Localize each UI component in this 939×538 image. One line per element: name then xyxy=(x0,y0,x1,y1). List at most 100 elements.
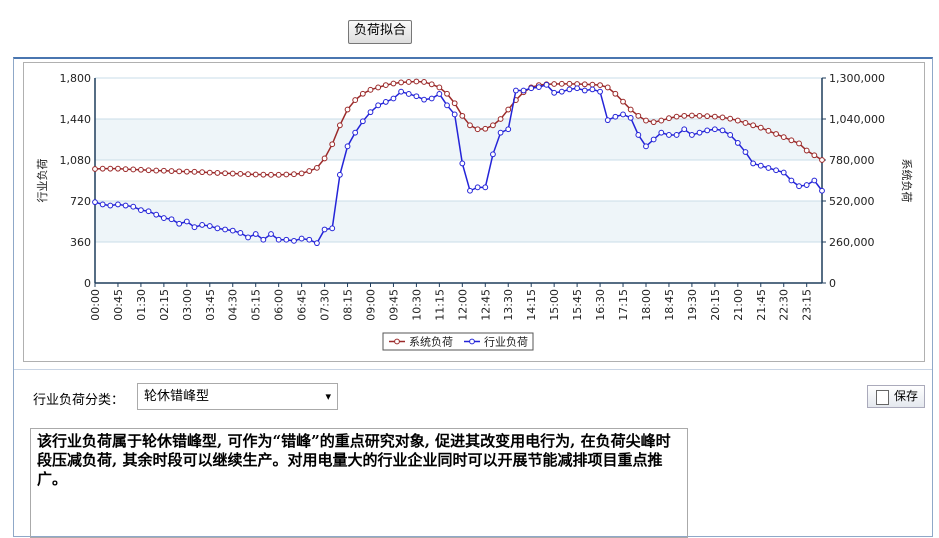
point xyxy=(138,207,144,214)
point xyxy=(344,143,351,150)
y2-axis-title: 系统负荷 xyxy=(900,159,914,203)
point xyxy=(99,165,106,172)
x-tick-label: 11:15 xyxy=(433,289,446,321)
point xyxy=(711,126,718,133)
x-tick-label: 18:45 xyxy=(663,289,676,321)
legend-label: 行业负荷 xyxy=(484,335,528,349)
point xyxy=(604,84,611,91)
point xyxy=(734,140,741,146)
point xyxy=(145,208,152,215)
point xyxy=(405,91,412,97)
point xyxy=(375,102,382,109)
point xyxy=(382,82,389,88)
point xyxy=(245,171,251,178)
point xyxy=(520,87,527,94)
x-tick-label: 03:45 xyxy=(204,289,217,321)
point xyxy=(620,111,626,118)
point xyxy=(581,81,588,88)
point xyxy=(344,106,351,113)
legend-label: 系统负荷 xyxy=(409,335,453,349)
point xyxy=(459,112,466,119)
point xyxy=(451,111,458,118)
point xyxy=(696,112,703,119)
category-select[interactable]: 轮休错峰型 xyxy=(137,383,338,410)
point xyxy=(153,211,160,218)
point xyxy=(214,225,221,232)
x-tick-label: 00:45 xyxy=(112,289,125,321)
fit-button[interactable]: 负荷拟合 xyxy=(348,20,413,44)
point xyxy=(742,149,749,155)
point xyxy=(811,177,818,184)
x-tick-label: 04:30 xyxy=(227,289,240,321)
point xyxy=(168,168,175,174)
point xyxy=(780,134,787,141)
point xyxy=(367,109,374,116)
point xyxy=(268,231,274,237)
point xyxy=(780,169,787,176)
point xyxy=(375,84,382,91)
point xyxy=(474,126,481,133)
point xyxy=(490,151,496,158)
x-tick-label: 21:00 xyxy=(732,289,745,321)
point xyxy=(390,80,397,87)
point xyxy=(321,155,328,162)
x-tick-label: 16:30 xyxy=(594,289,607,321)
x-tick-label: 09:00 xyxy=(364,289,377,321)
point xyxy=(160,167,167,174)
point xyxy=(183,168,190,175)
point xyxy=(612,113,619,120)
x-tick-label: 08:15 xyxy=(342,289,355,321)
point xyxy=(130,166,137,173)
point xyxy=(428,95,435,102)
category-label: 行业负荷分类： xyxy=(33,393,125,408)
point xyxy=(535,84,542,91)
x-tick-label: 03:00 xyxy=(181,289,194,321)
x-tick-label: 10:30 xyxy=(410,289,423,321)
y-tick-label: 360 xyxy=(70,236,91,249)
point xyxy=(352,129,359,136)
point xyxy=(122,202,129,209)
point xyxy=(359,90,366,97)
point xyxy=(237,229,244,236)
point xyxy=(635,132,642,138)
point xyxy=(459,160,466,167)
point xyxy=(566,86,573,93)
point xyxy=(444,90,450,97)
point xyxy=(314,240,320,247)
point xyxy=(421,96,427,103)
point xyxy=(336,122,343,129)
point xyxy=(413,93,420,100)
point xyxy=(727,115,734,122)
point xyxy=(122,166,129,173)
point xyxy=(704,127,711,134)
point xyxy=(260,236,267,243)
point xyxy=(183,218,190,225)
point xyxy=(298,170,305,177)
point xyxy=(206,169,213,176)
x-tick-label: 17:15 xyxy=(617,289,630,321)
point xyxy=(666,115,672,122)
point xyxy=(398,88,405,95)
point xyxy=(336,171,343,178)
point xyxy=(819,187,825,194)
point xyxy=(237,170,244,177)
save-button[interactable]: 保存 xyxy=(867,385,925,408)
point xyxy=(329,225,336,232)
x-tick-label: 18:00 xyxy=(640,289,653,321)
point xyxy=(283,236,290,243)
point xyxy=(206,223,213,229)
description[interactable]: 该行业负荷属于轮休错峰型, 可作为“错峰”的重点研究对象, 促进其改变用电行为,… xyxy=(30,428,688,538)
point xyxy=(199,169,206,176)
point xyxy=(275,171,282,178)
point xyxy=(627,106,634,113)
point xyxy=(505,106,512,113)
grid-band xyxy=(95,201,822,242)
point xyxy=(359,118,366,125)
x-tick-label: 12:00 xyxy=(456,289,469,321)
chart: 0 360 720 1,080 1,440 1,800 0 260,000 520,000 780… xyxy=(35,72,914,351)
point xyxy=(811,152,818,159)
point xyxy=(643,143,649,150)
point xyxy=(306,168,313,174)
x-tick-label: 23:15 xyxy=(801,289,814,321)
